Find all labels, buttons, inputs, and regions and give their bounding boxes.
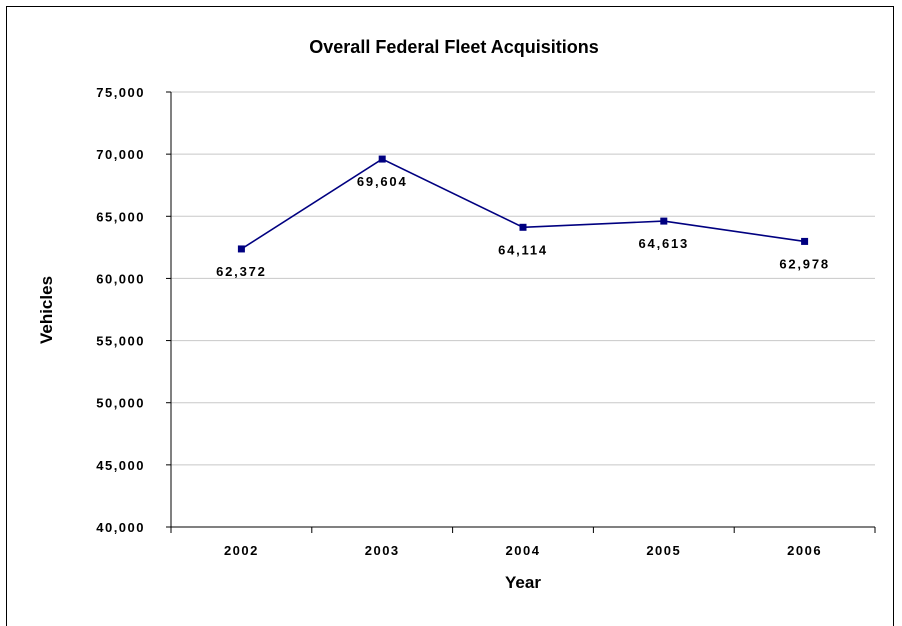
chart-title: Overall Federal Fleet Acquisitions — [309, 37, 598, 57]
x-axis-title: Year — [505, 573, 541, 592]
data-series — [237, 155, 809, 253]
data-point-marker — [378, 155, 386, 163]
data-point-marker — [519, 223, 527, 231]
data-label: 62,978 — [779, 256, 830, 271]
chart-frame — [6, 6, 894, 626]
data-label: 64,114 — [498, 242, 548, 257]
x-tick-label: 2004 — [506, 543, 541, 558]
y-tick-label: 75,000 — [96, 85, 145, 100]
x-tick-labels: 2002 2003 2004 2005 2006 — [224, 543, 822, 558]
data-label: 69,604 — [357, 174, 408, 189]
x-tick-label: 2003 — [365, 543, 400, 558]
x-tick-label: 2005 — [646, 543, 681, 558]
data-point-marker — [237, 245, 245, 253]
data-labels: 62,372 69,604 64,114 64,613 62,978 — [216, 174, 830, 279]
data-label: 62,372 — [216, 264, 267, 279]
x-tick-label: 2006 — [787, 543, 822, 558]
x-tick-label: 2002 — [224, 543, 259, 558]
y-tick-label: 50,000 — [96, 396, 145, 411]
y-tick-label: 60,000 — [96, 271, 145, 286]
y-tick-label: 40,000 — [96, 520, 145, 535]
y-tick-label: 70,000 — [96, 147, 145, 162]
y-tick-labels: 40,000 45,000 50,000 55,000 60,000 65,000 70,0… — [96, 85, 145, 535]
axes — [166, 91, 876, 533]
data-label: 64,613 — [639, 236, 690, 251]
y-tick-label: 55,000 — [96, 334, 145, 349]
series-line — [240, 158, 805, 250]
data-point-marker — [660, 217, 668, 225]
data-point-marker — [801, 237, 809, 245]
y-tick-label: 45,000 — [96, 458, 145, 473]
gridlines — [171, 91, 875, 466]
y-tick-label: 65,000 — [96, 209, 145, 224]
y-axis-title: Vehicles — [37, 276, 56, 344]
